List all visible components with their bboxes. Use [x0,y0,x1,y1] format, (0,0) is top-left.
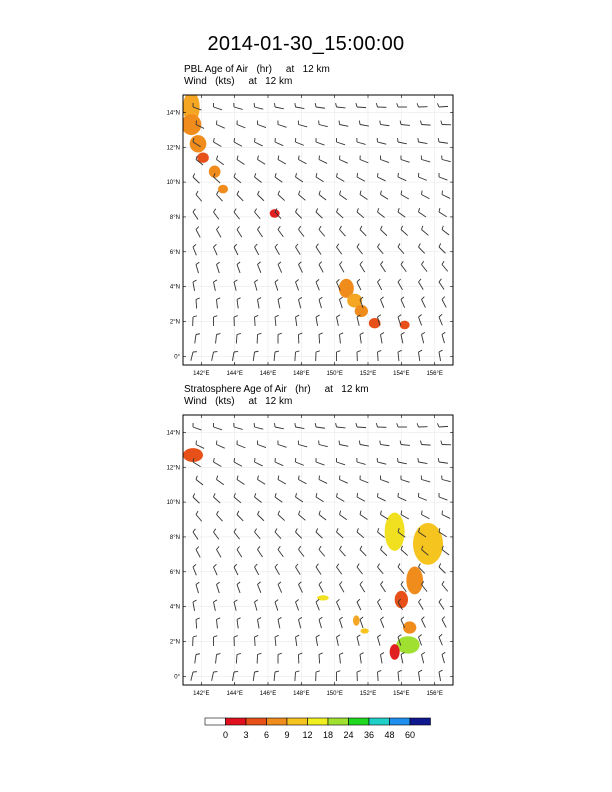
x-tick-label: 156°E [426,691,442,697]
colorbar-label: 36 [364,730,374,740]
x-tick-label: 148°E [293,371,309,377]
map-frame [182,94,454,366]
age-field-patch-7 [338,278,354,298]
age-field [183,95,410,330]
x-tick-label: 152°E [360,691,376,697]
wind-barbs [190,422,452,682]
colorbar-swatch [307,717,329,726]
panel-1-title-line1: PBL Age of Air (hr) at 12 km [184,64,330,75]
colorbar-swatch [327,717,349,726]
grid-lines [183,95,453,365]
age-field-patch-6 [269,209,280,218]
age-field-patch-11 [399,320,410,330]
y-tick-label: 4°N [170,605,180,611]
y-tick-label: 12°N [167,145,180,151]
wind-barbs [190,102,452,362]
panel-2-title-line2: Wind (kts) at 12 km [184,396,293,407]
colorbar-swatch [389,717,411,726]
x-tick-label: 156°E [426,371,442,377]
colorbar-swatch [409,717,431,726]
age-field-patch-2 [189,135,207,153]
colorbar-label: 18 [323,730,333,740]
x-tick-label: 146°E [260,371,276,377]
age-field-patch-5 [218,184,228,194]
colorbar: 0 3 6 9 12 18 24 36 48 60 [204,717,431,740]
age-field-patch-1 [183,114,202,136]
colorbar-label: 6 [264,730,269,740]
colorbar-swatch [266,717,288,726]
y-tick-label: 2°N [170,319,180,325]
age-field-patch-4 [394,590,408,609]
age-field-patch-2 [413,523,443,565]
age-field-patch-9 [353,615,360,626]
panel-1-title-line2: Wind (kts) at 12 km [184,76,293,87]
age-field-patch-3 [406,566,423,595]
x-tick-label: 154°E [393,691,409,697]
age-field [183,448,443,660]
colorbar-label: 3 [243,730,248,740]
pbl-age-map: 142°E 144°E 146°E 148°E 150°E 152°E 154°E 156°E… [167,94,454,377]
age-field-patch-0 [183,448,203,463]
colorbar-swatch [286,717,308,726]
y-tick-label: 14°N [167,110,180,116]
age-field-patch-6 [396,636,420,654]
age-field-patch-5 [403,621,417,634]
colorbar-label: 0 [223,730,228,740]
x-tick-label: 150°E [326,371,342,377]
y-tick-label: 12°N [167,465,180,471]
colorbar-swatch [245,717,267,726]
colorbar-label: 24 [343,730,353,740]
y-tick-label: 0° [174,354,180,360]
colorbar-label: 9 [284,730,289,740]
colorbar-swatch [348,717,370,726]
colorbar-label: 12 [302,730,312,740]
age-field-patch-10 [368,317,381,329]
stratosphere-age-map: 142°E 144°E 146°E 148°E 150°E 152°E 154°E 156°E… [167,414,454,697]
y-tick-label: 14°N [167,430,180,436]
x-tick-label: 154°E [393,371,409,377]
age-field-patch-8 [317,595,329,601]
main-title: 2014-01-30_15:00:00 [207,33,405,55]
x-tick-label: 144°E [226,371,242,377]
colorbar-label: 48 [384,730,394,740]
y-tick-label: 2°N [170,639,180,645]
y-tick-label: 8°N [170,215,180,221]
colorbar-swatch [368,717,390,726]
age-field-patch-4 [208,165,221,178]
x-tick-label: 142°E [193,371,209,377]
x-tick-label: 152°E [360,371,376,377]
map-frame [182,414,454,686]
y-tick-label: 8°N [170,535,180,541]
x-tick-label: 146°E [260,691,276,697]
y-tick-label: 0° [174,674,180,680]
x-tick-label: 148°E [293,691,309,697]
panel-2-title-line1: Stratosphere Age of Air (hr) at 12 km [184,384,369,395]
age-field-patch-3 [197,152,209,163]
y-tick-label: 10°N [167,180,180,186]
x-tick-label: 144°E [226,691,242,697]
age-field-patch-7 [389,644,400,660]
y-tick-label: 10°N [167,500,180,506]
colorbar-label: 60 [405,730,415,740]
age-field-patch-8 [347,293,363,308]
y-tick-label: 6°N [170,250,180,256]
age-field-patch-9 [354,304,368,318]
y-tick-label: 6°N [170,570,180,576]
colorbar-swatch [225,717,247,726]
age-field-patch-1 [384,512,405,551]
x-tick-label: 142°E [193,691,209,697]
colorbar-swatch [204,717,226,726]
age-field-patch-10 [360,628,369,634]
y-tick-label: 4°N [170,285,180,291]
x-tick-label: 150°E [326,691,342,697]
